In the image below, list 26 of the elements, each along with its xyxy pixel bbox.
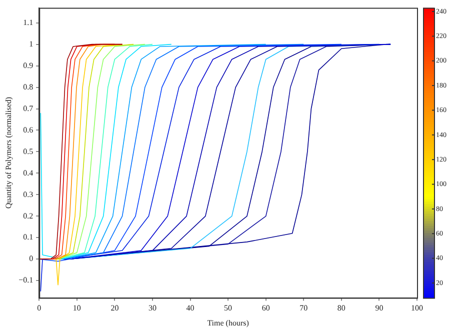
y-tick-label: 0.8 (23, 82, 34, 92)
y-tick-label: 0.6 (23, 125, 34, 134)
x-axis-title: Time (hours) (207, 318, 250, 328)
x-tick-label: 70 (300, 304, 308, 313)
x-tick-label: 100 (411, 304, 423, 313)
y-tick-label: 0.5 (23, 146, 34, 156)
y-tick-label: 0.1 (23, 232, 34, 242)
y-tick-label: 0.3 (23, 190, 34, 199)
x-tick-label: 40 (186, 304, 194, 313)
x-tick-label: 0 (37, 304, 42, 313)
y-tick-label: 0.2 (23, 211, 34, 220)
x-tick-label: 90 (375, 304, 384, 313)
x-tick-label: 10 (72, 304, 81, 313)
y-tick-label: 0 (29, 254, 34, 264)
y-tick-label: 1 (29, 39, 34, 48)
y-tick-label: 0.7 (23, 104, 34, 113)
x-tick-label: 50 (224, 304, 232, 313)
x-tick-label: 20 (110, 304, 119, 313)
x-tick-label: 30 (148, 304, 156, 313)
x-tick-label: 60 (262, 304, 270, 313)
y-tick-label: 1.1 (23, 18, 34, 27)
y-tick-label: 0.9 (23, 60, 34, 70)
y-tick-label: −0.1 (18, 276, 34, 285)
y-axis-title: Quantity of Polymers (normalised) (4, 96, 13, 209)
x-tick-label: 80 (337, 304, 346, 313)
y-tick-label: 0.4 (23, 168, 34, 178)
